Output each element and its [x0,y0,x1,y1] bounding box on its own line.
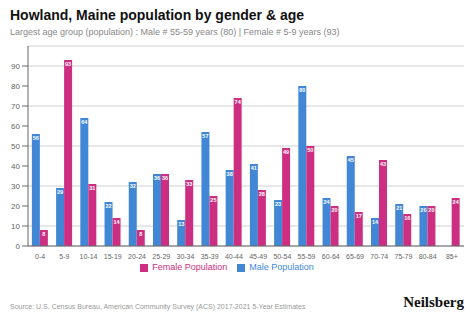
svg-text:20: 20 [11,202,20,211]
svg-text:45: 45 [348,157,354,163]
svg-text:50: 50 [11,142,20,151]
svg-text:20: 20 [331,207,337,213]
svg-text:70: 70 [11,102,20,111]
svg-text:50: 50 [307,147,313,153]
svg-text:40-44: 40-44 [225,253,243,260]
svg-text:30-34: 30-34 [176,253,194,260]
svg-text:80-84: 80-84 [419,253,437,260]
svg-text:23: 23 [275,201,281,207]
svg-text:13: 13 [178,221,184,227]
svg-text:70-74: 70-74 [370,253,388,260]
svg-text:15-19: 15-19 [104,253,122,260]
svg-text:16: 16 [404,215,410,221]
html-text:Neilsberg: Neilsberg [403,294,464,310]
svg-text:93: 93 [65,61,71,67]
svg-text:80: 80 [11,82,20,91]
svg-text:65-69: 65-69 [346,253,364,260]
svg-text:40: 40 [11,162,20,171]
svg-text:60: 60 [11,122,20,131]
svg-text:17: 17 [356,213,362,219]
svg-text:14: 14 [372,219,379,225]
svg-text:90: 90 [11,62,20,71]
svg-text:38: 38 [227,171,233,177]
html-text:Largest age group (population): Largest age group (population) : Male # … [10,27,340,37]
svg-text:74: 74 [235,99,242,105]
svg-text:5-9: 5-9 [59,253,69,260]
html-text:Male Population: Male Population [249,262,314,272]
svg-text:57: 57 [202,133,208,139]
svg-text:85+: 85+ [446,253,458,260]
svg-text:29: 29 [57,189,63,195]
svg-text:64: 64 [81,119,88,125]
svg-text:33: 33 [186,181,192,187]
svg-text:36: 36 [154,175,160,181]
svg-text:25-29: 25-29 [152,253,170,260]
svg-text:49: 49 [283,149,289,155]
svg-text:60-64: 60-64 [322,253,340,260]
svg-text:10-14: 10-14 [80,253,98,260]
svg-text:22: 22 [105,203,111,209]
svg-text:8: 8 [42,231,45,237]
svg-text:30: 30 [11,182,20,191]
svg-text:36: 36 [162,175,168,181]
svg-text:35-39: 35-39 [201,253,219,260]
svg-text:24: 24 [323,199,330,205]
svg-text:20: 20 [420,207,426,213]
svg-text:55-59: 55-59 [298,253,316,260]
svg-text:28: 28 [259,191,265,197]
svg-text:24: 24 [453,199,460,205]
html-text:Source: U.S. Census Bureau, Am: Source: U.S. Census Bureau, American Com… [10,303,306,310]
svg-text:43: 43 [380,161,386,167]
svg-text:75-79: 75-79 [394,253,412,260]
svg-text:56: 56 [33,135,39,141]
svg-text:0-4: 0-4 [35,253,45,260]
svg-text:50-54: 50-54 [273,253,291,260]
svg-text:14: 14 [113,219,120,225]
svg-text:20: 20 [428,207,434,213]
svg-text:45-49: 45-49 [249,253,267,260]
svg-text:31: 31 [89,185,95,191]
html-text:Howland, Maine population by g: Howland, Maine population by gender & ag… [10,7,304,23]
svg-text:20-24: 20-24 [128,253,146,260]
html-text:Female Population: Female Population [152,262,228,272]
svg-text:25: 25 [210,197,216,203]
svg-text:10: 10 [11,222,20,231]
svg-text:80: 80 [299,87,305,93]
svg-text:8: 8 [139,231,142,237]
svg-text:0: 0 [16,242,21,251]
svg-text:32: 32 [130,183,136,189]
svg-text:21: 21 [396,205,402,211]
svg-text:41: 41 [251,165,257,171]
